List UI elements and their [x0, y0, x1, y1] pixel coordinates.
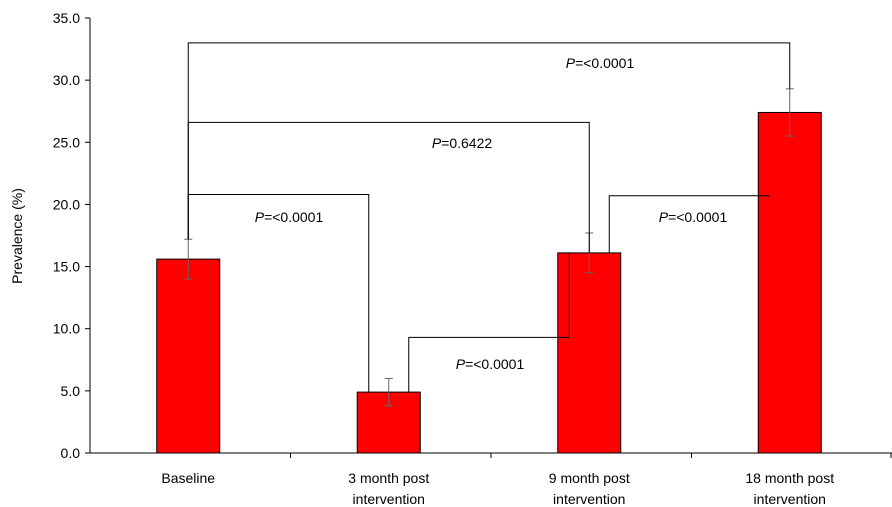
comparison-bracket	[187, 193, 370, 393]
p-symbol: P	[432, 135, 442, 151]
y-tick-label: 30.0	[53, 72, 80, 88]
p-value: =0.6422	[441, 135, 492, 151]
y-tick-label: 5.0	[61, 383, 81, 399]
p-symbol: P	[566, 55, 576, 71]
p-symbol: P	[456, 356, 466, 372]
comparison-bracket	[408, 252, 570, 393]
labels: 0.0 5.0 10.0 15.0 20.0 25.0 30.0 35.0 Baseline 3 …	[53, 10, 834, 507]
y-tick-label: 20.0	[53, 196, 80, 212]
x-category-label: 3 month post	[348, 470, 429, 486]
x-category-label: 18 month post	[745, 470, 834, 486]
p-symbol: P	[659, 209, 669, 225]
p-value-label: P=<0.0001	[255, 209, 324, 225]
p-value: =<0.0001	[465, 356, 524, 372]
bars	[156, 88, 822, 454]
comparison-bracket	[608, 195, 770, 253]
p-value: =<0.0001	[264, 209, 323, 225]
y-tick-label: 35.0	[53, 10, 80, 26]
p-value: =<0.0001	[668, 209, 727, 225]
x-category-label: intervention	[353, 491, 425, 507]
x-category-label: intervention	[553, 491, 625, 507]
x-category-label: intervention	[754, 491, 826, 507]
p-value-label: P=<0.0001	[659, 209, 728, 225]
bar	[156, 258, 221, 454]
y-tick-label: 15.0	[53, 259, 80, 275]
y-axis-label: Prevalence (%)	[9, 188, 25, 284]
y-tick-label: 25.0	[53, 134, 80, 150]
y-tick-label: 10.0	[53, 321, 80, 337]
bar	[557, 252, 622, 454]
comparison-brackets	[187, 42, 791, 393]
comparison-bracket	[187, 121, 590, 253]
x-category-label: Baseline	[161, 470, 215, 486]
p-value-label: P=<0.0001	[456, 356, 525, 372]
p-value: =<0.0001	[575, 55, 634, 71]
y-tick-label: 0.0	[61, 445, 81, 461]
bar	[757, 111, 822, 454]
p-value-label: P=<0.0001	[566, 55, 635, 71]
p-symbol: P	[255, 209, 265, 225]
x-category-label: 9 month post	[549, 470, 630, 486]
p-value-label: P=0.6422	[432, 135, 493, 151]
